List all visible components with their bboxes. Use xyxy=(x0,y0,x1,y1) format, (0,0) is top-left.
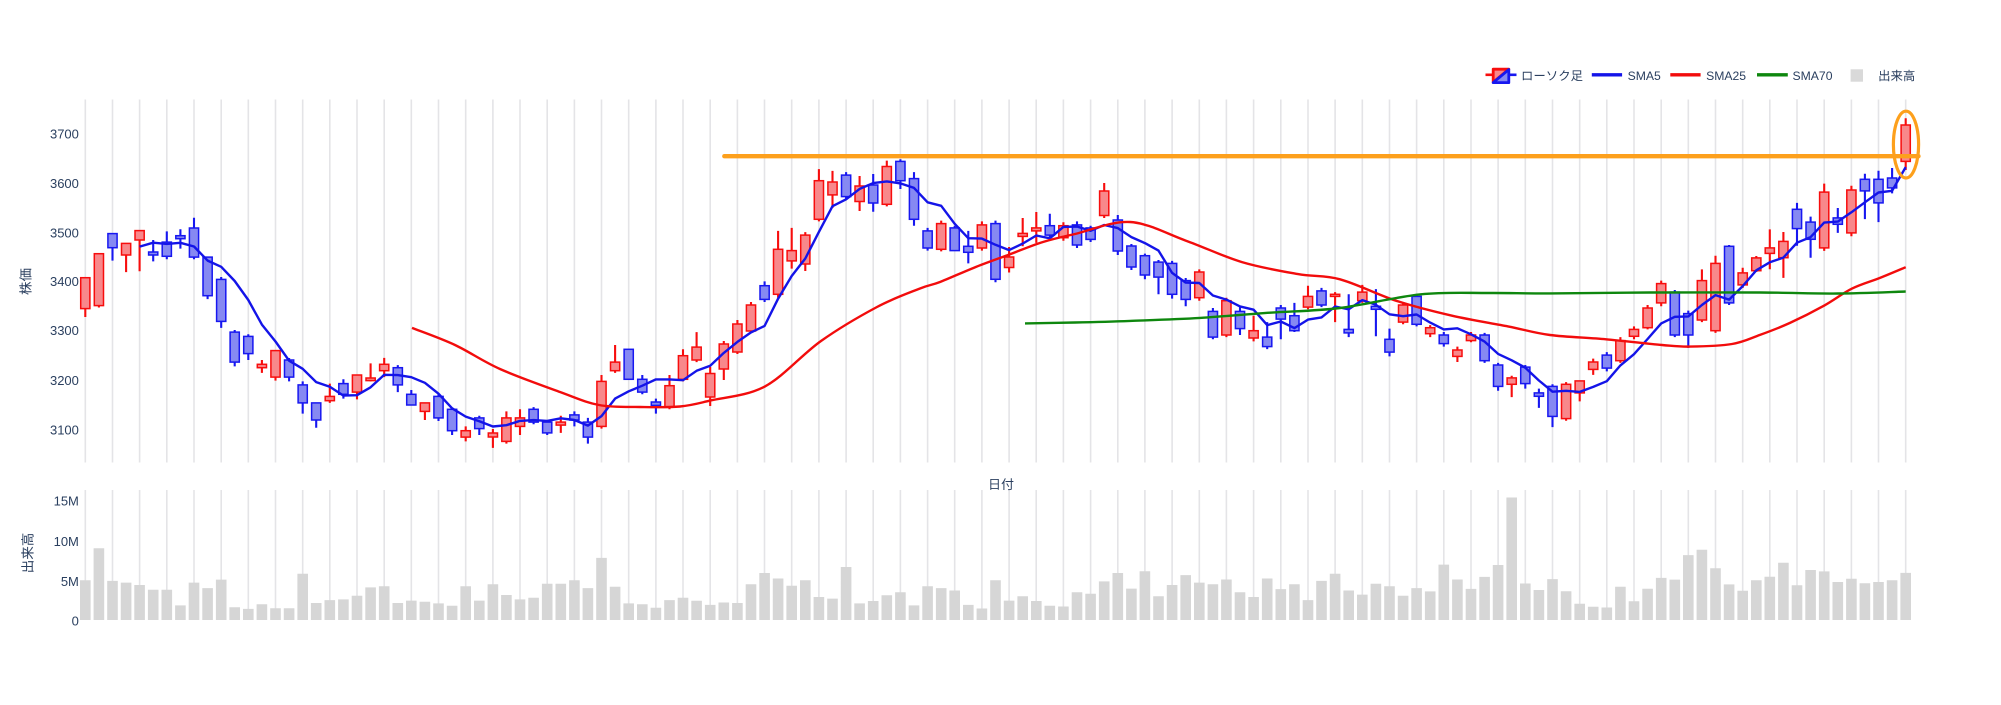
svg-text:3600: 3600 xyxy=(50,176,79,191)
svg-text:0: 0 xyxy=(72,614,79,629)
svg-text:SMA25: SMA25 xyxy=(1706,69,1746,83)
svg-text:SMA70: SMA70 xyxy=(1793,69,1833,83)
svg-text:5M: 5M xyxy=(61,574,79,589)
svg-text:3300: 3300 xyxy=(50,323,79,338)
svg-text:SMA5: SMA5 xyxy=(1628,69,1661,83)
svg-text:3200: 3200 xyxy=(50,373,79,388)
svg-text:15M: 15M xyxy=(54,494,79,509)
svg-text:10M: 10M xyxy=(54,534,79,549)
svg-text:3500: 3500 xyxy=(50,226,79,241)
svg-text:3400: 3400 xyxy=(50,274,79,289)
svg-text:3700: 3700 xyxy=(50,127,79,142)
svg-text:3100: 3100 xyxy=(50,422,79,437)
